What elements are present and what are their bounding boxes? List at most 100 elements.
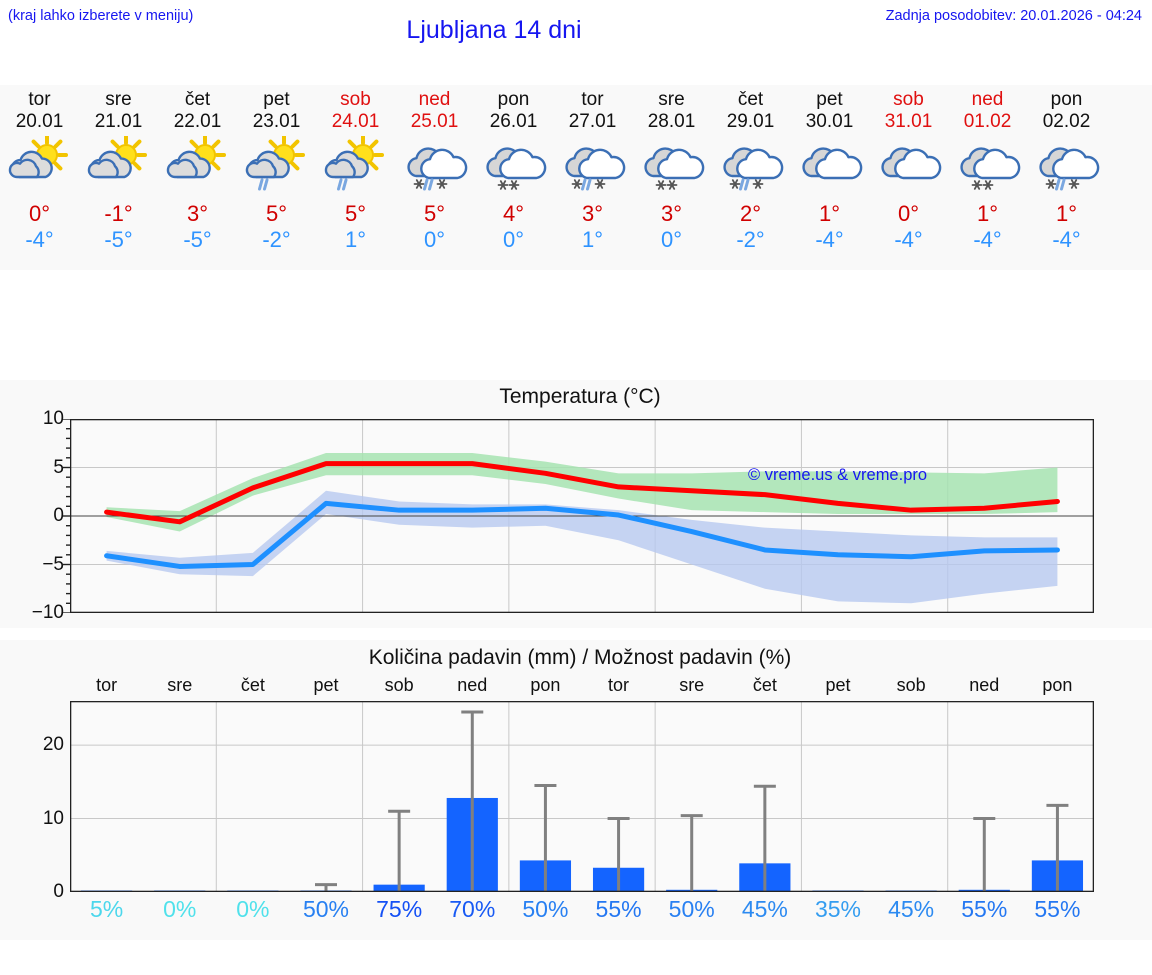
temp-y-tick-label: −10 — [31, 602, 64, 623]
day-date: 27.01 — [568, 111, 617, 132]
precipitation-chart-title: Količina padavin (mm) / Možnost padavin … — [368, 646, 792, 669]
cloud-rain-snow-icon — [553, 135, 632, 197]
precipitation-chart-section: Količina padavin (mm) / Možnost padavin … — [0, 640, 1152, 940]
day-column-25-01[interactable]: ned 25.01 5° 0° — [395, 85, 474, 270]
day-name: sob — [340, 89, 371, 110]
day-min-temp: 1° — [344, 227, 367, 252]
precip-y-tick-label: 20 — [42, 734, 64, 756]
day-column-21-01[interactable]: sre 21.01 -1° -5° — [79, 85, 158, 270]
day-min-temp: -4° — [894, 227, 923, 252]
precip-probability-label: 0% — [163, 896, 197, 922]
day-max-temp: -1° — [104, 201, 133, 226]
day-date: 29.01 — [726, 111, 775, 132]
day-date: 25.01 — [410, 111, 459, 132]
day-max-temp: 0° — [28, 201, 51, 226]
day-max-temp: 2° — [739, 201, 762, 226]
precip-day-label: tor — [96, 675, 118, 695]
temp-axis-ticks — [63, 419, 71, 613]
precip-day-label: pon — [530, 675, 561, 695]
day-column-22-01[interactable]: čet 22.01 3° -5° — [158, 85, 237, 270]
day-column-01-02[interactable]: ned 01.02 1° -4° — [948, 85, 1027, 270]
precip-probability-label: 35% — [814, 896, 861, 922]
precip-probability-label: 50% — [668, 896, 715, 922]
day-column-02-02[interactable]: pon 02.02 1° -4° — [1027, 85, 1106, 270]
day-column-28-01[interactable]: sre 28.01 3° 0° — [632, 85, 711, 270]
last-update-text: Zadnja posodobitev: 20.01.2026 - 04:24 — [885, 8, 1142, 24]
day-column-31-01[interactable]: sob 31.01 0° -4° — [869, 85, 948, 270]
day-column-20-01[interactable]: tor 20.01 0° -4° — [0, 85, 79, 270]
day-max-temp: 1° — [976, 201, 999, 226]
day-name: sre — [105, 89, 132, 110]
precip-day-label: ned — [969, 675, 1000, 695]
day-name: sob — [893, 89, 924, 110]
day-name: ned — [971, 89, 1004, 110]
day-column-24-01[interactable]: sob 24.01 5° 1° — [316, 85, 395, 270]
day-column-27-01[interactable]: tor 27.01 3° 1° — [553, 85, 632, 270]
page-title: Ljubljana 14 dni — [406, 16, 582, 44]
day-name: pet — [263, 89, 290, 110]
day-name: čet — [184, 89, 211, 110]
day-max-temp: 5° — [265, 201, 288, 226]
precip-probability-label: 55% — [961, 896, 1008, 922]
cloud-rain-snow-icon — [395, 135, 474, 197]
temperature-chart-section: Temperatura (°C) 10 5 0 −5 −10 — [0, 380, 1152, 628]
day-max-temp: 1° — [1055, 201, 1078, 226]
precip-day-label: pon — [1042, 675, 1073, 695]
temperature-plot — [70, 419, 1094, 613]
precip-probability-label: 50% — [302, 896, 350, 922]
day-max-temp: 3° — [186, 201, 209, 226]
precip-y-tick-label: 0 — [53, 881, 64, 902]
precip-day-label: sob — [384, 675, 414, 695]
precip-y-tick-label: 10 — [42, 807, 64, 829]
day-column-26-01[interactable]: pon 26.01 4° 0° — [474, 85, 553, 270]
precip-probability-label: 75% — [376, 896, 423, 922]
precip-probability-label: 70% — [449, 896, 496, 922]
precip-probability-label: 55% — [595, 896, 642, 922]
precip-day-label: tor — [608, 675, 630, 695]
day-name: sre — [658, 89, 685, 110]
precip-day-label: pet — [313, 675, 339, 695]
temp-y-tick-label: 0 — [53, 505, 64, 526]
day-min-temp: -4° — [815, 227, 844, 252]
cloud-snow-icon — [632, 135, 711, 197]
precipitation-day-labels: tor sre čet pet sob ned pon tor sre čet pet sob ned p… — [70, 675, 1094, 701]
day-min-temp: -5° — [183, 227, 212, 252]
cloud-icon — [790, 135, 869, 197]
precipitation-plot — [70, 701, 1094, 892]
precip-day-label: sre — [167, 675, 193, 695]
day-column-23-01[interactable]: pet 23.01 5° -2° — [237, 85, 316, 270]
day-date: 01.02 — [963, 111, 1012, 132]
day-max-temp: 5° — [423, 201, 446, 226]
precip-probability-label: 50% — [522, 896, 569, 922]
temp-y-tick-label: −5 — [42, 553, 64, 575]
cloud-snow-icon — [474, 135, 553, 197]
cloud-icon — [869, 135, 948, 197]
partly-cloudy-sun-icon — [0, 135, 79, 197]
day-name: ned — [418, 89, 451, 110]
day-name: pon — [497, 89, 530, 110]
day-min-temp: 0° — [660, 227, 683, 252]
day-max-temp: 5° — [344, 201, 367, 226]
cloud-rain-snow-icon — [711, 135, 790, 197]
precip-day-label: sre — [679, 675, 705, 695]
day-min-temp: -2° — [262, 227, 291, 252]
day-column-29-01[interactable]: čet 29.01 2° -2° — [711, 85, 790, 270]
precip-probability-label: 55% — [1034, 896, 1081, 922]
day-name: pon — [1050, 89, 1083, 110]
day-date: 20.01 — [15, 111, 64, 132]
precipitation-probability-row: 5% 0% 0% 50% 75% 70% 50% 55% 50% 45% 35% 45% 55% 55% — [70, 896, 1094, 930]
day-max-temp: 4° — [502, 201, 525, 226]
day-date: 26.01 — [489, 111, 538, 132]
day-min-temp: -2° — [736, 227, 765, 252]
temp-y-tick-label: 10 — [42, 408, 64, 429]
precip-day-label: pet — [825, 675, 851, 695]
day-column-30-01[interactable]: pet 30.01 1° -4° — [790, 85, 869, 270]
day-min-temp: 1° — [581, 227, 604, 252]
temp-y-tick-label: 5 — [53, 456, 64, 478]
precip-probability-label: 0% — [236, 896, 270, 922]
page-header: (kraj lahko izberete v meniju) Ljubljana… — [0, 0, 1152, 60]
day-min-temp: -5° — [104, 227, 133, 252]
cloud-snow-icon — [948, 135, 1027, 197]
day-date: 30.01 — [805, 111, 854, 132]
day-min-temp: -4° — [25, 227, 54, 252]
